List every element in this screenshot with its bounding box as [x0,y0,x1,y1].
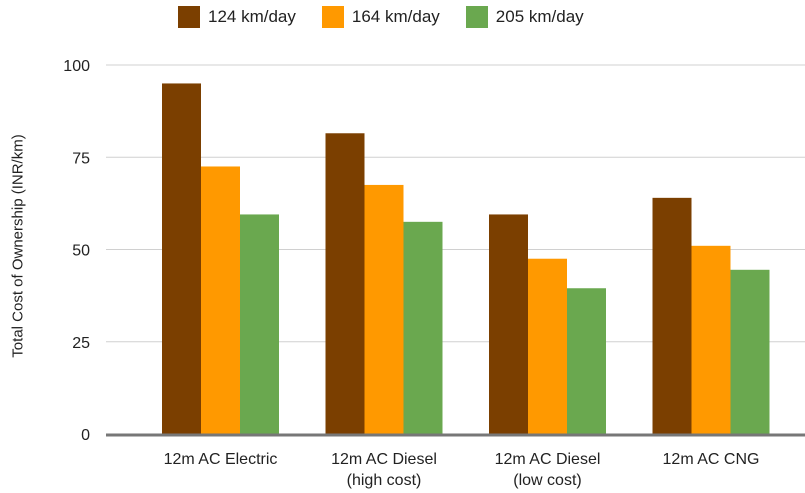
legend: 124 km/day 164 km/day 205 km/day [178,6,610,28]
legend-label-205: 205 km/day [495,7,584,26]
bar-3-1 [691,245,731,434]
x-category-label-line-1-1: (high cost) [347,472,422,489]
x-category-label-3: 12m AC CNG [663,451,760,468]
legend-swatch-124 [178,6,200,28]
legend-item-164: 164 km/day [321,6,440,28]
bar-0-2 [240,214,279,434]
x-category-label-1: 12m AC Diesel (high cost) [331,451,437,489]
x-category-label-line-2-0: 12m AC Diesel [495,451,601,468]
bar-2-2 [567,288,606,434]
x-category-label-line-1-0: 12m AC Diesel [331,451,437,468]
y-tick-label-50: 50 [72,243,90,260]
legend-item-124: 124 km/day [178,6,296,28]
legend-label-124: 124 km/day [208,7,296,26]
legend-label-164: 164 km/day [351,7,440,26]
bar-1-1 [364,184,404,434]
x-category-label-2: 12m AC Diesel (low cost) [495,451,601,489]
bar-3-0 [652,197,692,434]
x-category-label-0: 12m AC Electric [164,451,278,468]
y-tick-label-25: 25 [72,335,90,352]
x-category-label-line-2-1: (low cost) [513,472,581,489]
legend-item-205: 205 km/day [465,6,584,28]
y-tick-label-0: 0 [81,427,90,444]
x-category-label-line-0-0: 12m AC Electric [164,451,278,468]
bar-2-1 [528,258,567,434]
bar-0-0 [162,83,201,434]
y-tick-label-75: 75 [72,150,90,167]
bar-0-1 [201,166,240,434]
x-category-label-line-3-0: 12m AC CNG [663,451,760,468]
legend-swatch-205 [465,6,488,28]
bar-3-2 [730,269,770,434]
legend-swatch-164 [321,6,344,28]
bar-2-0 [489,214,528,434]
bar-1-2 [403,221,443,434]
bar-1-0 [325,133,365,434]
y-tick-label-100: 100 [63,58,90,75]
